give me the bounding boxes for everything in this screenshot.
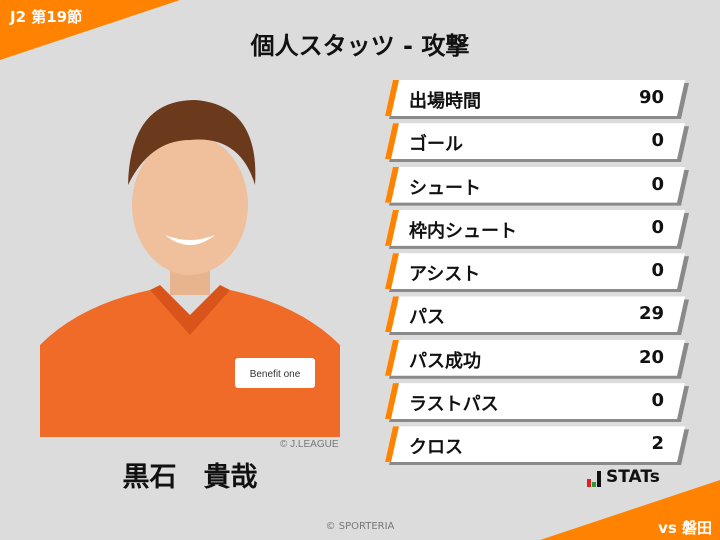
row-bar [385,383,685,419]
stat-label: クロス [409,437,463,459]
stat-row: ゴール 0 [385,123,690,159]
stat-label: 出場時間 [409,91,481,112]
stats-logo-text: STATs [606,467,660,487]
stats-list: 出場時間 90 ゴール 0 シュート 0 枠内シュート 0 アシスト 0 パス 29 パス成功 20 ラスト… [385,80,690,470]
stat-label: アシスト [409,264,481,286]
stat-row: パス成功 20 [385,339,690,376]
stat-row: クロス 2 [385,426,690,462]
stat-row: シュート 0 [385,166,690,203]
stat-value: 2 [651,433,664,455]
stat-row: ラストパス 0 [385,383,690,419]
stat-row: 出場時間 90 [385,80,690,116]
stat-label: 枠内シュート [409,220,517,242]
sponsor-logo: Benefit one [250,369,301,380]
row-bar [385,426,685,462]
row-bar [385,340,685,376]
opponent-label: vs 磐田 [658,519,712,537]
photo-credit: © J.LEAGUE [280,439,339,450]
stat-value: 0 [651,260,664,282]
stat-value: 20 [638,346,664,368]
player-name: 黒石 貴哉 [122,462,258,493]
stat-value: 90 [638,87,664,108]
stat-label: ラストパス [409,394,499,416]
stat-label: パス [409,307,445,329]
stat-row: パス 29 [385,296,690,332]
stat-label: パス成功 [409,350,481,372]
stat-label: シュート [409,177,481,199]
stat-row: 枠内シュート 0 [385,209,690,246]
row-bar [385,210,685,246]
page-title: 個人スタッツ - 攻撃 [250,32,470,60]
row-bar [385,253,685,289]
stat-value: 0 [651,173,664,195]
player-photo: Benefit one [40,75,340,437]
copyright: © SPORTERIA [325,521,395,532]
row-bar [385,123,685,159]
row-bar [385,167,685,203]
row-bar [385,80,685,116]
stat-value: 0 [651,216,664,238]
stat-row: アシスト 0 [385,253,690,289]
stats-logo: STATs [587,467,660,487]
round-label: J2 第19節 [10,8,83,26]
stat-value: 0 [651,390,664,412]
stat-value: 0 [651,130,664,152]
bar-chart-icon [587,471,601,487]
row-bar [385,296,685,332]
stat-value: 29 [638,303,664,325]
stat-label: ゴール [409,134,463,156]
